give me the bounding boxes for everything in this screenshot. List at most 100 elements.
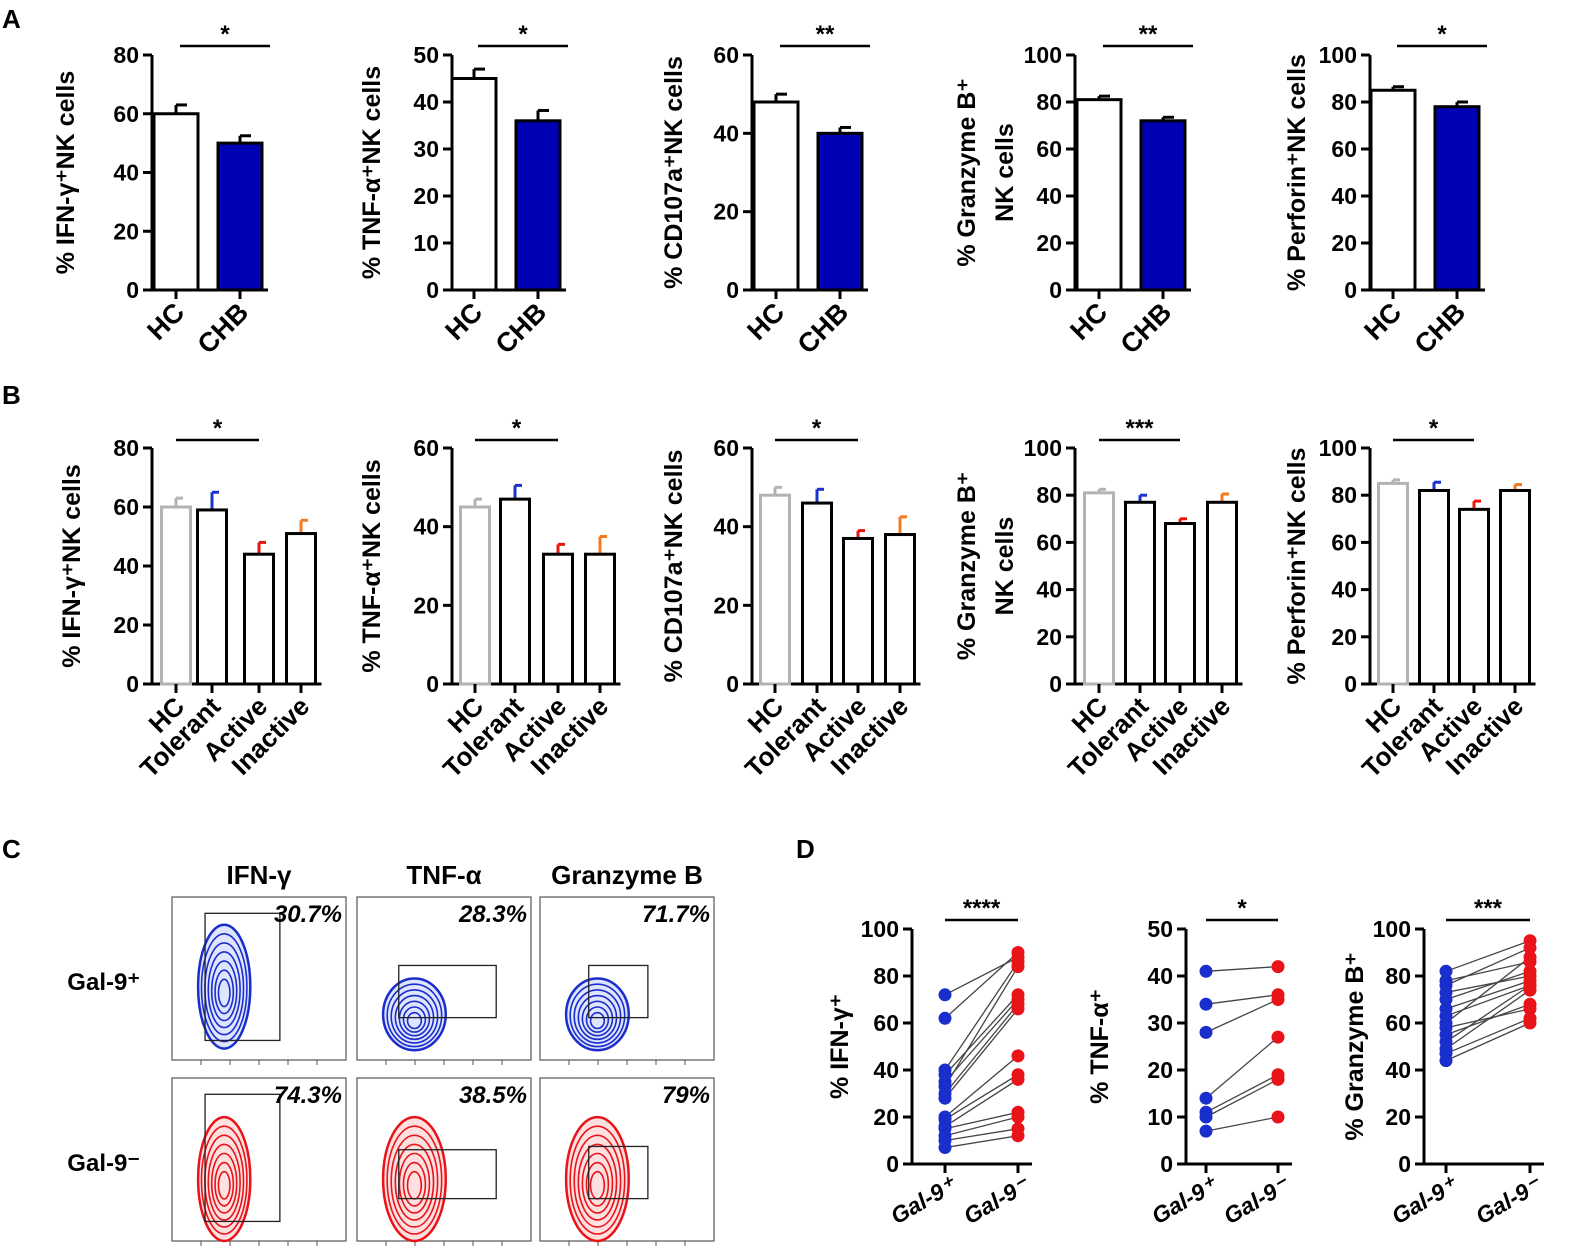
- pair-line: [1445, 989, 1531, 1050]
- flow-gate-percentage: 79%: [662, 1082, 710, 1109]
- point-gal9-neg: [1011, 1129, 1025, 1143]
- y-tick-label: 0: [886, 1151, 899, 1177]
- y-tick-label: 0: [1049, 671, 1062, 697]
- bar-hc: [459, 505, 491, 686]
- significance-stars: *: [220, 21, 230, 48]
- y-tick-label: 60: [113, 101, 139, 127]
- flow-contour: [386, 983, 443, 1048]
- bar-active: [1458, 507, 1490, 686]
- flow-gate: [204, 912, 281, 1042]
- x-category-label: HC: [141, 297, 190, 346]
- y-tick-label: 40: [1385, 1057, 1411, 1083]
- y-tick-label: 100: [861, 916, 899, 942]
- pair-line: [1205, 994, 1279, 1005]
- pair-line: [1445, 970, 1531, 1001]
- point-gal9-pos: [938, 1141, 952, 1155]
- flow-plot-frame: [356, 896, 532, 1061]
- point-gal9-pos: [1199, 997, 1213, 1011]
- y-tick-label: 20: [1331, 624, 1357, 650]
- bar-chb: [1139, 119, 1187, 292]
- y-tick-label: 60: [713, 42, 739, 68]
- flow-contour: [394, 1143, 435, 1221]
- panel-label-a: A: [2, 4, 21, 34]
- flow-cytometry-panel: IFN-γ TNF-α Granzyme B Gal-9⁺ 30.7% 28.3% 71.7…: [67, 860, 715, 1246]
- flow-gate-percentage: 30.7%: [274, 901, 342, 928]
- pair-line: [1445, 975, 1531, 994]
- point-gal9-pos: [1199, 1025, 1213, 1039]
- flow-gate: [398, 964, 497, 1019]
- pair-line: [944, 1055, 1019, 1118]
- bar-chart-a3: 0 20 40 60 % CD107a⁺NK cells HC CHB **: [660, 21, 870, 360]
- y-tick-label: 20: [873, 1104, 899, 1130]
- y-axis-label: % Granzyme B⁺: [1341, 952, 1369, 1140]
- y-tick-label: 0: [126, 277, 139, 303]
- flow-gate: [398, 1149, 497, 1200]
- y-axis-label-line2: NK cells: [991, 123, 1019, 222]
- significance-stars: ***: [1474, 895, 1503, 922]
- point-gal9-pos: [1199, 1091, 1213, 1105]
- y-tick-label: 60: [873, 1010, 899, 1036]
- bar-chart-a5: 0 20 40 60 80 100 % Perforin⁺NK cells HC CHB *: [1283, 21, 1487, 360]
- paired-plot-d3: 0 20 40 60 80 100% Granzyme B⁺ Gal-9⁺ Gal-9⁻ ***: [1341, 895, 1547, 1229]
- pair-line: [1445, 1017, 1531, 1055]
- bar-hc: [1075, 98, 1123, 292]
- pair-line: [944, 1116, 1019, 1137]
- pair-line: [944, 1135, 1019, 1149]
- x-category-label: Gal-9⁺: [886, 1170, 962, 1229]
- bar-tolerant: [196, 508, 228, 686]
- point-gal9-neg: [1271, 1030, 1285, 1044]
- y-tick-label: 20: [713, 199, 739, 225]
- bar-inactive: [1499, 488, 1531, 686]
- y-tick-label: 40: [1036, 577, 1062, 603]
- y-tick-label: 0: [426, 671, 439, 697]
- y-axis-label: % TNF-α⁺: [1086, 989, 1114, 1104]
- pair-line: [1205, 965, 1279, 972]
- pair-line: [944, 966, 1019, 1087]
- y-tick-label: 0: [1160, 1151, 1173, 1177]
- x-category-label: Gal-9⁺: [1387, 1170, 1463, 1229]
- bar-active: [1164, 522, 1196, 686]
- y-axis-label: % CD107a⁺NK cells: [660, 56, 688, 289]
- flow-plot-frame: [539, 896, 715, 1061]
- y-tick-label: 0: [726, 277, 739, 303]
- flow-contour: [569, 983, 626, 1048]
- y-tick-label: 40: [1331, 183, 1357, 209]
- point-gal9-pos: [1199, 1110, 1213, 1124]
- y-tick-label: 100: [1024, 435, 1062, 461]
- y-tick-label: 50: [1147, 916, 1173, 942]
- y-tick-label: 40: [713, 120, 739, 146]
- flow-contour: [390, 1134, 439, 1228]
- flow-plot: 71.7%: [539, 896, 715, 1065]
- flow-contour: [200, 1125, 248, 1235]
- pair-line: [1445, 1008, 1531, 1029]
- bar-chb: [514, 119, 562, 292]
- significance-stars: *: [518, 21, 528, 48]
- y-axis-label: % Perforin⁺NK cells: [1283, 54, 1311, 291]
- flow-contour: [585, 1006, 610, 1033]
- y-axis-label: % Granzyme B⁺: [953, 472, 981, 660]
- flow-contour: [200, 933, 248, 1043]
- pair-line: [944, 1111, 1019, 1130]
- y-axis-label: % Granzyme B⁺: [953, 78, 981, 266]
- flow-gate-percentage: 38.5%: [459, 1082, 527, 1109]
- bar-inactive: [584, 552, 616, 686]
- y-tick-label: 40: [713, 514, 739, 540]
- bar-chart-a2: 0 10 20 30 40 50 % TNF-α⁺NK cells HC CHB *: [358, 21, 568, 360]
- flow-gate-percentage: 71.7%: [642, 901, 710, 928]
- y-tick-label: 10: [1147, 1104, 1173, 1130]
- y-tick-label: 0: [726, 671, 739, 697]
- pair-line: [944, 1003, 1019, 1094]
- x-category-label: Gal-9⁻: [1219, 1170, 1295, 1229]
- flow-plot: 79%: [539, 1077, 715, 1246]
- flow-contour: [406, 1011, 423, 1030]
- significance-stars: *: [812, 415, 822, 442]
- y-tick-label: 40: [413, 514, 439, 540]
- y-tick-label: 40: [1331, 577, 1357, 603]
- flow-contour: [390, 989, 439, 1044]
- flow-gate-percentage: 74.3%: [274, 1082, 342, 1109]
- y-tick-label: 50: [413, 42, 439, 68]
- y-tick-label: 20: [413, 592, 439, 618]
- point-gal9-neg: [1523, 997, 1537, 1011]
